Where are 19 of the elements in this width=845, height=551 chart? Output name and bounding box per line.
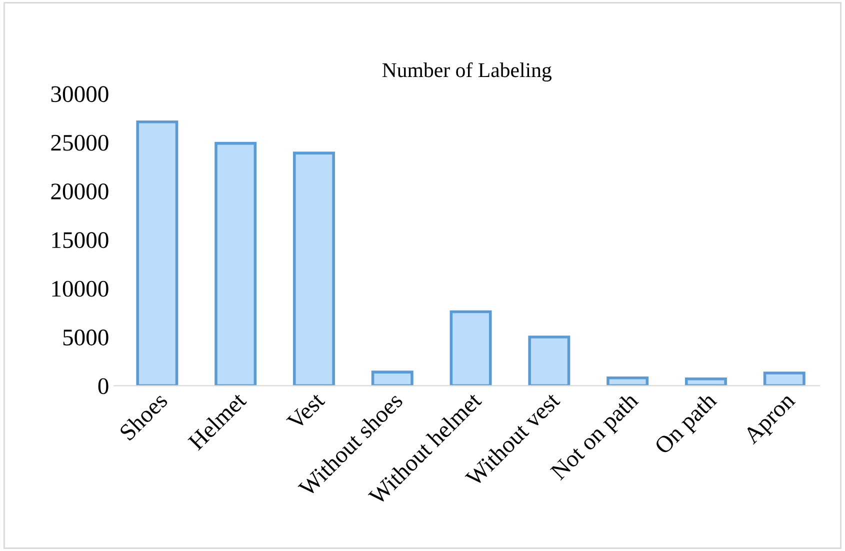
chart-title: Number of Labeling bbox=[382, 62, 552, 82]
bar bbox=[528, 336, 570, 386]
y-tick-label: 0 bbox=[98, 378, 108, 394]
y-tick-label: 15000 bbox=[52, 232, 108, 248]
y-tick-label: 10000 bbox=[52, 280, 108, 297]
y-tick-label: 20000 bbox=[51, 184, 108, 200]
y-tick-label: 25000 bbox=[51, 134, 108, 151]
bar bbox=[293, 152, 335, 386]
bar bbox=[606, 376, 649, 386]
bar bbox=[371, 370, 414, 386]
bar bbox=[763, 372, 806, 386]
x-tick-label: On path bbox=[653, 390, 721, 458]
y-tick-label: 30000 bbox=[51, 86, 108, 102]
bar bbox=[450, 310, 492, 386]
bar bbox=[214, 142, 257, 386]
bar bbox=[136, 120, 178, 386]
bar bbox=[684, 377, 727, 386]
y-tick-label: 5000 bbox=[63, 330, 108, 346]
x-tick-label: Vest bbox=[286, 391, 326, 431]
